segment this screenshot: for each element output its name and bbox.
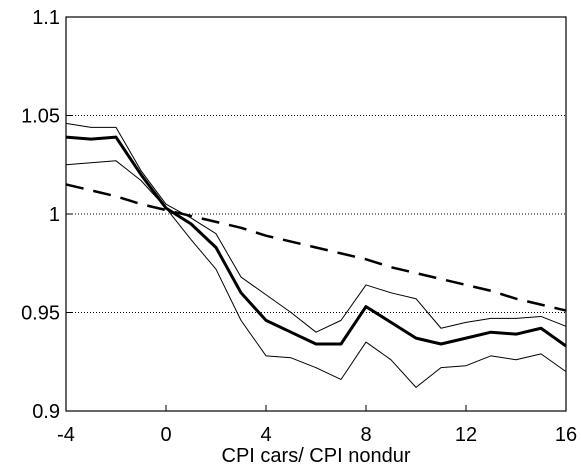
series-line (65, 135, 567, 348)
x-tick-label: 4 (260, 424, 271, 446)
series-line (65, 122, 567, 333)
x-tick-label: 12 (455, 424, 477, 446)
x-tick-label: 16 (555, 424, 577, 446)
y-tick-label: 0.95 (21, 303, 60, 325)
y-tick-label: 0.9 (32, 401, 60, 423)
y-tick-label: 1 (49, 204, 60, 226)
x-tick-label: 8 (360, 424, 371, 446)
x-axis-label: CPI cars/ CPI nondur (222, 445, 411, 467)
x-tick-label: -4 (57, 424, 75, 446)
y-tick-label: 1.05 (21, 106, 60, 128)
series-line (65, 160, 567, 388)
x-tick-label: 0 (160, 424, 171, 446)
series-line (65, 183, 567, 312)
y-tick-label: 1.1 (32, 7, 60, 29)
